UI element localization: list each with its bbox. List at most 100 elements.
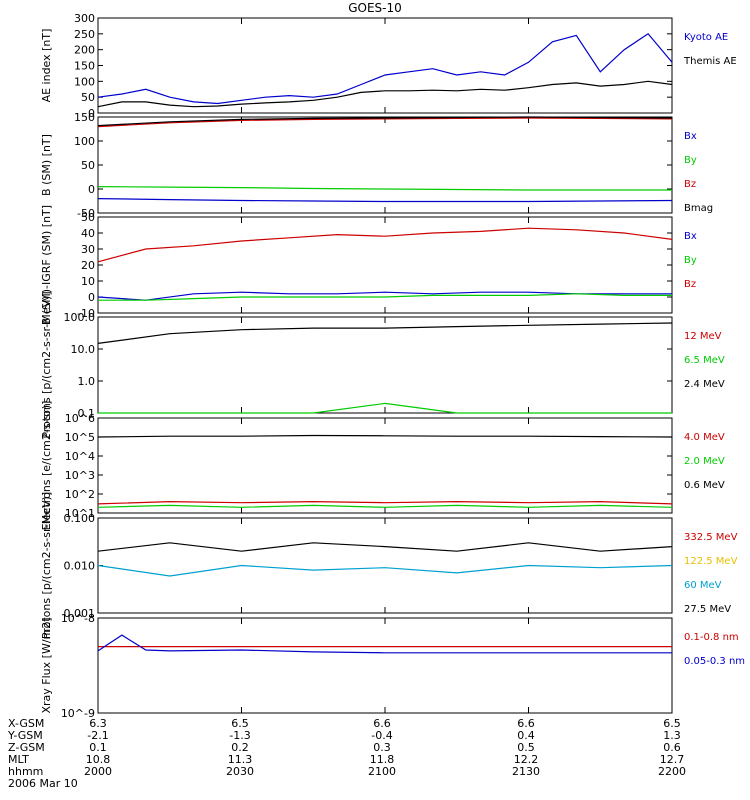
legend-entry: Bx (684, 231, 697, 242)
y-axis-label: Protons [p/(cm2-s-sr-MeV)] (40, 291, 53, 438)
y-tick-label: 100 (74, 75, 95, 88)
legend-entry: Kyoto AE (684, 32, 728, 43)
series-line-2-0-mev (97, 504, 673, 508)
legend-entry: 4.0 MeV (684, 432, 725, 443)
y-tick-label: 10 (81, 275, 95, 288)
ephemeris-value: 12.7 (660, 753, 685, 766)
series-line-4-0-mev (97, 500, 673, 505)
y-tick-label: 300 (74, 12, 95, 25)
panel-5: 10^1 10^2 10^3 10^4 10^5 10^6 Electrons [e/(cm… (40, 401, 725, 531)
series-line-0-05-0-3-nm (97, 634, 672, 654)
ephemeris-label: MLT (8, 753, 29, 766)
panel-frame (97, 417, 673, 514)
series-line-bz (97, 227, 673, 263)
ephemeris-value: -0.4 (371, 729, 392, 742)
panel-frame (97, 316, 673, 414)
y-tick-label: 150 (74, 60, 95, 73)
legend-entry: Bz (684, 279, 696, 290)
y-tick-label: 50 (81, 211, 95, 224)
y-tick-label: 150 (74, 111, 95, 124)
panel-7: 10^-9 10^-8 Xray Flux [W/m2] 0.1-0.8 nm 0.05… (40, 612, 745, 720)
series-line-27-5-mev (97, 542, 673, 552)
y-tick-label: 0.010 (64, 560, 96, 573)
y-tick-label: 10.0 (71, 343, 96, 356)
y-tick-label: 0 (88, 107, 95, 120)
y-tick-label: 0.100 (64, 512, 96, 525)
ephemeris-value: 0.6 (663, 741, 681, 754)
y-tick-label: 0.1 (78, 407, 96, 420)
y-axis-label: B (SM)-IGRF (SM) [nT] (40, 205, 53, 325)
panel-1: 0 50 100 150 200 250 300 AE index [nT] Kyoto AE T… (40, 12, 737, 120)
legend-entry: 0.05-0.3 nm (684, 656, 745, 667)
legend-entry: By (684, 155, 697, 166)
series-line-bmag (97, 116, 673, 127)
series-line-by (97, 186, 672, 191)
y-tick-label: 0 (88, 183, 95, 196)
ephemeris-label: X-GSM (8, 717, 44, 730)
legend-entry: Themis AE (683, 56, 737, 67)
y-tick-label: -10 (77, 307, 95, 320)
legend-entry: Bz (684, 179, 696, 190)
legend-entry: Bmag (684, 203, 713, 214)
legend-entry: 27.5 MeV (684, 604, 731, 615)
ephemeris-value: 2000 (84, 765, 112, 778)
ephemeris-value: 2200 (658, 765, 686, 778)
legend-entry: 12 MeV (684, 331, 722, 342)
ephemeris-value: 2130 (512, 765, 540, 778)
y-tick-label: 250 (74, 28, 95, 41)
legend-entry: 0.6 MeV (684, 480, 725, 491)
panel-6: 0.001 0.010 0.100 Protons [p/(cm2-s-sr-MeV)… (40, 492, 738, 639)
ephemeris-value: 2030 (226, 765, 254, 778)
y-tick-label: 40 (81, 227, 95, 240)
y-tick-label: 10^3 (65, 469, 95, 482)
ephemeris-value: 6.5 (663, 717, 681, 730)
y-tick-label: -50 (77, 207, 95, 220)
y-tick-label: 1.0 (78, 375, 96, 388)
panel-4: 0.1 1.0 10.0 100.0 Protons [p/(cm2-s-sr-MeV)… (40, 291, 725, 438)
y-tick-label: 10^2 (65, 488, 95, 501)
ephemeris-value: 0.3 (373, 741, 391, 754)
ephemeris-value: 1.3 (663, 729, 681, 742)
ephemeris-value: 11.8 (370, 753, 395, 766)
y-tick-label: 10^6 (65, 412, 95, 425)
ephemeris-value: 0.5 (517, 741, 535, 754)
series-line-by (98, 293, 672, 301)
plot-title: GOES-10 (348, 1, 402, 15)
legend-entry: 6.5 MeV (684, 355, 725, 366)
legend-entry: 2.0 MeV (684, 456, 725, 467)
y-tick-label: 50 (81, 91, 95, 104)
ephemeris-value: 11.3 (228, 753, 253, 766)
ephemeris-value: 6.3 (89, 717, 107, 730)
legend-entry: Bx (684, 131, 697, 142)
y-axis-label: Electrons [e/(cm2-s-sr)] (40, 401, 53, 531)
panel-frame (97, 517, 673, 614)
y-tick-label: 30 (81, 243, 95, 256)
series-line-2-4-mev (97, 322, 673, 344)
ephemeris-value: 0.2 (231, 741, 249, 754)
y-tick-label: 10^-8 (61, 612, 95, 625)
ephemeris-value: 6.6 (517, 717, 535, 730)
series-line-bx (97, 198, 673, 203)
y-tick-label: 10^1 (65, 507, 95, 520)
ephemeris-value: 12.2 (514, 753, 539, 766)
ephemeris-table: X-GSM 6.3 6.5 6.6 6.6 6.5 Y-GSM -2.1 -1.3 -0.4 0.4… (7, 717, 686, 790)
y-tick-label: 10^-9 (61, 707, 95, 720)
ephemeris-label: Z-GSM (8, 741, 45, 754)
panel-frame (97, 116, 673, 214)
series-line-6-5-mev (98, 402, 672, 414)
y-axis-label: AE index [nT] (40, 29, 53, 103)
y-axis-label: Protons [p/(cm2-s-sr-MeV)] (40, 492, 53, 639)
y-tick-label: 0 (88, 291, 95, 304)
y-tick-label: 0.001 (64, 607, 96, 620)
ephemeris-label: hhmm (8, 765, 43, 778)
y-tick-label: 10^5 (65, 431, 95, 444)
series-line-60-mev (97, 564, 673, 577)
y-tick-label: 200 (74, 44, 95, 57)
legend-entry: 0.1-0.8 nm (684, 632, 739, 643)
y-tick-label: 100 (74, 135, 95, 148)
y-tick-label: 50 (81, 159, 95, 172)
legend-entry: By (684, 255, 697, 266)
y-tick-label: 100.0 (64, 311, 96, 324)
